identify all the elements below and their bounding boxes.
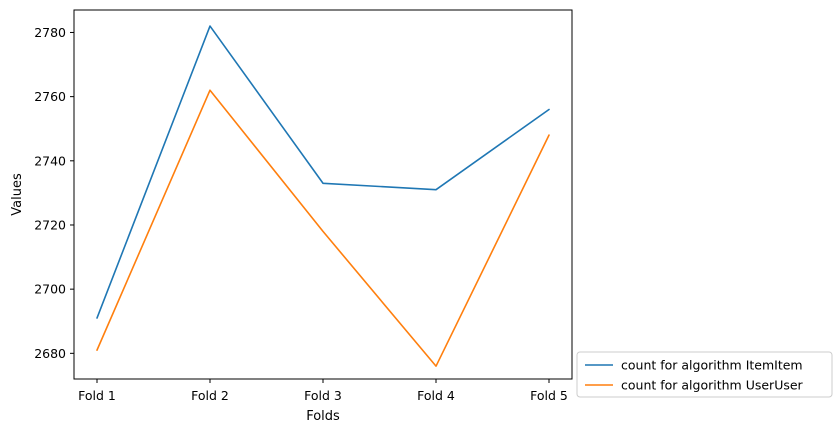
- y-tick-label: 2700: [34, 282, 66, 297]
- y-axis-label: Values: [10, 173, 25, 216]
- x-tick-label: Fold 1: [78, 388, 116, 403]
- legend-entry: count for algorithm ItemItem: [621, 358, 803, 373]
- y-tick-label: 2780: [34, 25, 66, 40]
- x-tick-label: Fold 2: [191, 388, 229, 403]
- y-tick-label: 2740: [34, 153, 66, 168]
- y-axis: 2680 2700 2720 2740 2760 2780: [34, 25, 74, 361]
- x-axis-label: Folds: [306, 409, 340, 424]
- y-tick-label: 2760: [34, 89, 66, 104]
- x-axis: Fold 1 Fold 2 Fold 3 Fold 4 Fold 5: [78, 379, 568, 403]
- legend-entry: count for algorithm UserUser: [621, 378, 804, 393]
- legend: count for algorithm ItemItem count for al…: [576, 351, 833, 398]
- x-tick-label: Fold 3: [304, 388, 342, 403]
- y-tick-label: 2680: [34, 346, 66, 361]
- x-tick-label: Fold 4: [417, 388, 455, 403]
- series-layer: [96, 25, 550, 367]
- x-tick-label: Fold 5: [530, 388, 568, 403]
- series-line-1: [96, 25, 550, 319]
- legend-box: [576, 351, 833, 398]
- series-line-2: [96, 89, 550, 367]
- y-tick-label: 2720: [34, 217, 66, 232]
- plot-frame: [73, 9, 573, 380]
